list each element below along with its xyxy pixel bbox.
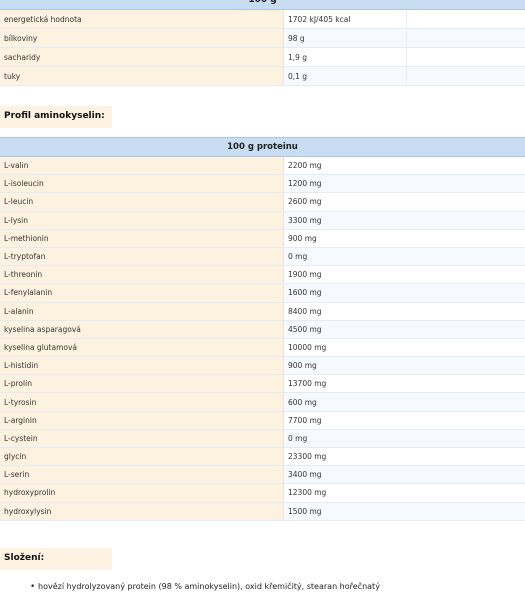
amino-acid-name: glycin <box>0 447 284 467</box>
amino-row: L-lysin 3300 mg <box>0 211 525 230</box>
amino-row: L-serin 3400 mg <box>0 465 525 485</box>
amino-acid-name: L-serin <box>0 465 284 485</box>
amino-acid-name: hydroxylysin <box>0 502 284 521</box>
nutrition-row: energetická hodnota 1702 kJ/405 kcal <box>0 10 525 29</box>
amino-acid-amount: 7700 mg <box>283 411 525 430</box>
nutrition-value: 98 g <box>283 28 407 48</box>
composition-title: Složení: <box>4 553 45 563</box>
nutrition-value: 1702 kJ/405 kcal <box>283 10 407 29</box>
amino-acid-amount: 0 mg <box>283 247 525 267</box>
nutrition-empty-cell <box>406 10 525 29</box>
amino-acid-amount: 4500 mg <box>283 320 525 339</box>
amino-acid-name: L-threonin <box>0 265 284 285</box>
nutrition-row: tuky 0,1 g <box>0 66 525 86</box>
amino-acid-amount: 2600 mg <box>283 192 525 212</box>
amino-acid-amount: 1600 mg <box>283 283 525 303</box>
amino-row: L-alanin 8400 mg <box>0 302 525 321</box>
amino-acid-amount: 2200 mg <box>283 157 525 176</box>
nutrition-table: energetická hodnota 1702 kJ/405 kcal bílko… <box>0 10 525 86</box>
nutrition-empty-cell <box>406 47 525 67</box>
amino-acid-amount: 600 mg <box>283 392 525 412</box>
amino-acid-name: L-tryptofan <box>0 247 284 267</box>
amino-row: glycin 23300 mg <box>0 447 525 467</box>
amino-row: L-leucin 2600 mg <box>0 192 525 212</box>
nutrition-label: tuky <box>0 66 284 86</box>
amino-acid-name: L-leucin <box>0 192 284 212</box>
amino-row: L-isoleucin 1200 mg <box>0 174 525 194</box>
amino-acid-amount: 3400 mg <box>283 465 525 485</box>
amino-row: L-fenylalanin 1600 mg <box>0 283 525 303</box>
amino-acid-amount: 13700 mg <box>283 374 525 394</box>
amino-acid-amount: 23300 mg <box>283 447 525 467</box>
amino-acid-name: kyselina glutamová <box>0 338 284 358</box>
amino-acid-name: kyselina asparagová <box>0 320 284 339</box>
amino-acid-amount: 1900 mg <box>283 265 525 285</box>
amino-row: kyselina asparagová 4500 mg <box>0 320 525 339</box>
amino-row: L-cystein 0 mg <box>0 429 525 449</box>
amino-row: kyselina glutamová 10000 mg <box>0 338 525 358</box>
nutrition-value: 0,1 g <box>283 66 407 86</box>
nutrition-label: sacharidy <box>0 47 284 67</box>
amino-acid-name: L-methionin <box>0 229 284 248</box>
amino-row: L-methionin 900 mg <box>0 229 525 248</box>
amino-acid-amount: 900 mg <box>283 356 525 376</box>
amino-row: L-arginin 7700 mg <box>0 411 525 430</box>
section-title-background <box>0 106 112 128</box>
amino-acid-amount: 3300 mg <box>283 211 525 230</box>
amino-row: L-valin 2200 mg <box>0 157 525 176</box>
amino-acid-amount: 1500 mg <box>283 502 525 521</box>
amino-acid-amount: 0 mg <box>283 429 525 449</box>
amino-acid-name: L-isoleucin <box>0 174 284 194</box>
amino-acid-name: hydroxyprolin <box>0 483 284 503</box>
amino-acid-name: L-valin <box>0 157 284 176</box>
amino-acid-name: L-prolin <box>0 374 284 394</box>
amino-row: L-threonin 1900 mg <box>0 265 525 285</box>
nutrition-row: bílkoviny 98 g <box>0 28 525 48</box>
amino-acid-amount: 8400 mg <box>283 302 525 321</box>
amino-acid-name: L-fenylalanin <box>0 283 284 303</box>
amino-row: L-prolin 13700 mg <box>0 374 525 394</box>
amino-row: L-tyrosin 600 mg <box>0 392 525 412</box>
nutrition-label: bílkoviny <box>0 28 284 48</box>
nutrition-table-header: 100 g <box>0 0 525 10</box>
amino-acid-amount: 12300 mg <box>283 483 525 503</box>
composition-item: hovězí hydrolyzovaný protein (98 % amino… <box>38 582 380 591</box>
section-title-background <box>0 548 112 570</box>
amino-acid-name: L-arginin <box>0 411 284 430</box>
amino-acid-name: L-histidin <box>0 356 284 376</box>
amino-row: L-histidin 900 mg <box>0 356 525 376</box>
amino-section-title: Profil aminokyselin: <box>4 111 105 121</box>
amino-acid-table: L-valin 2200 mg L-isoleucin 1200 mg L-leucin… <box>0 157 525 521</box>
amino-acid-name: L-alanin <box>0 302 284 321</box>
nutrition-empty-cell <box>406 28 525 48</box>
amino-row: hydroxylysin 1500 mg <box>0 502 525 521</box>
amino-acid-amount: 1200 mg <box>283 174 525 194</box>
amino-acid-name: L-cystein <box>0 429 284 449</box>
amino-acid-name: L-lysin <box>0 211 284 230</box>
amino-row: hydroxyprolin 12300 mg <box>0 483 525 503</box>
amino-acid-amount: 900 mg <box>283 229 525 248</box>
bullet-icon: • <box>30 582 36 592</box>
nutrition-value: 1,9 g <box>283 47 407 67</box>
composition-list: • hovězí hydrolyzovaný protein (98 % amin… <box>30 582 380 592</box>
nutrition-row: sacharidy 1,9 g <box>0 47 525 67</box>
amino-acid-name: L-tyrosin <box>0 392 284 412</box>
amino-table-header: 100 g proteinu <box>0 137 525 157</box>
amino-row: L-tryptofan 0 mg <box>0 247 525 267</box>
amino-acid-amount: 10000 mg <box>283 338 525 358</box>
nutrition-empty-cell <box>406 66 525 86</box>
nutrition-label: energetická hodnota <box>0 10 284 29</box>
